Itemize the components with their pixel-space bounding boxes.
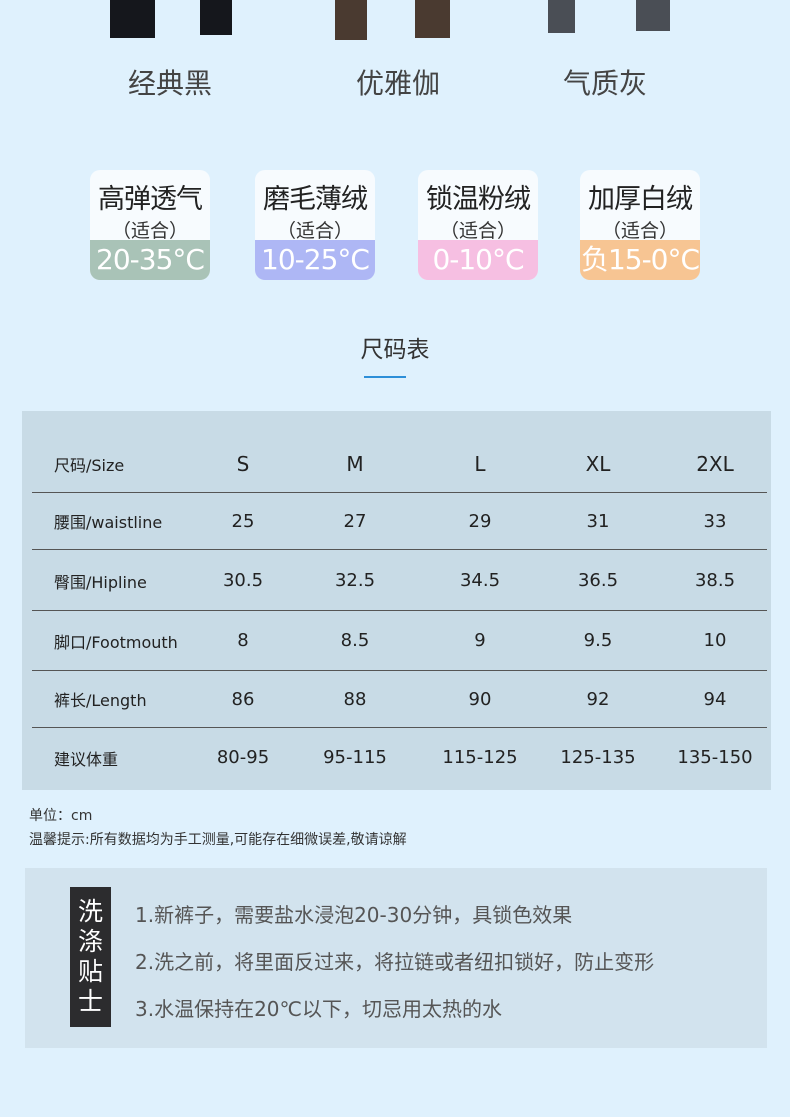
fabric-card: 锁温粉绒 （适合） 0-10°C [418,170,538,280]
fabric-sub: （适合） [439,220,516,242]
table-row: 建议体重 80-95 95-115 115-125 125-135 135-150 [32,729,767,786]
table-cell: XL [585,452,611,476]
care-tag-char: 涤 [77,927,103,956]
care-tag: 洗 涤 贴 士 [70,887,111,1027]
table-cell: 29 [468,510,492,532]
table-cell: 27 [343,510,367,532]
table-cell: M [346,452,364,476]
table-cell: 92 [586,688,610,710]
table-cell: 94 [703,688,727,710]
table-cell: 2XL [696,452,734,476]
unit-note: 单位：cm [29,808,93,824]
table-cell: 34.5 [459,570,501,591]
table-cell: 33 [703,510,727,532]
table-cell: 86 [231,688,255,710]
fabric-title: 锁温粉绒 [426,184,531,215]
measurement-tip: 温馨提示:所有数据均为手工测量,可能存在细微误差,敬请谅解 [29,832,407,848]
table-cell: 88 [343,688,367,710]
fabric-card: 磨毛薄绒 （适合） 10-25°C [255,170,375,280]
care-tips-panel: 洗 涤 贴 士 1.新裤子，需要盐水浸泡20-30分钟，具锁色效果 2.洗之前，… [25,868,767,1048]
table-cell: 125-135 [560,747,636,768]
table-row: 腰围/waistline 25 27 29 31 33 [32,493,767,550]
row-label: 腰围/waistline [54,513,163,532]
table-row: 裤长/Length 86 88 90 92 94 [32,671,767,728]
row-label: 建议体重 [54,749,119,769]
table-cell: 8 [237,630,249,651]
table-row: 臀围/Hipline 30.5 32.5 34.5 36.5 38.5 [32,551,767,611]
table-cell: S [236,452,250,476]
care-tag-char: 洗 [77,897,103,926]
table-cell: 9 [474,630,486,651]
fabric-card: 加厚白绒 （适合） 负15-0°C [580,170,700,280]
variant-name: 经典黑 [127,67,212,100]
row-label: 脚口/Footmouth [54,632,178,652]
table-row: 脚口/Footmouth 8 8.5 9 9.5 10 [32,611,767,671]
care-tag-char: 士 [77,987,103,1016]
care-line: 3.水温保持在20℃以下，切忌用太热的水 [135,997,502,1021]
table-cell: 10 [703,630,727,651]
table-cell: 80-95 [216,747,270,768]
fabric-title: 磨毛薄绒 [263,184,368,215]
table-cell: 30.5 [222,570,264,591]
table-cell: L [474,452,486,476]
fabric-range: 负15-0°C [580,240,700,280]
table-cell: 115-125 [442,747,518,768]
fabric-sub: （适合） [276,220,353,242]
fabric-title: 高弹透气 [98,184,203,215]
fabric-card: 高弹透气 （适合） 20-35°C [90,170,210,280]
fabric-range: 10-25°C [255,240,375,280]
size-chart-title: 尺码表 [360,337,430,363]
table-cell: 31 [586,510,610,532]
variant-name: 优雅伽 [355,67,440,100]
table-cell: 25 [231,510,255,532]
table-cell: 8.5 [340,630,370,651]
fabric-range: 20-35°C [90,240,210,280]
table-row: 尺码/Size S M L XL 2XL [32,436,767,493]
table-cell: 9.5 [583,630,613,651]
fabric-sub: （适合） [111,220,188,242]
care-line: 2.洗之前，将里面反过来，将拉链或者纽扣锁好，防止变形 [135,950,655,974]
table-cell: 38.5 [694,570,736,591]
table-cell: 36.5 [577,570,619,591]
care-line: 1.新裤子，需要盐水浸泡20-30分钟，具锁色效果 [135,903,573,927]
row-label: 尺码/Size [54,456,125,475]
fabric-range: 0-10°C [418,240,538,280]
care-tag-char: 贴 [77,957,103,986]
variant-name: 气质灰 [562,67,647,100]
table-cell: 32.5 [334,570,376,591]
table-cell: 135-150 [677,747,753,768]
size-table: 尺码/Size S M L XL 2XL 腰围/waistline 25 27 29 31 33 臀围/… [22,411,771,790]
table-cell: 90 [468,688,492,710]
row-label: 臀围/Hipline [54,572,147,592]
fabric-title: 加厚白绒 [588,184,693,215]
title-underline [364,376,406,378]
table-cell: 95-115 [323,747,387,768]
row-label: 裤长/Length [54,691,147,710]
fabric-sub: （适合） [601,220,678,242]
